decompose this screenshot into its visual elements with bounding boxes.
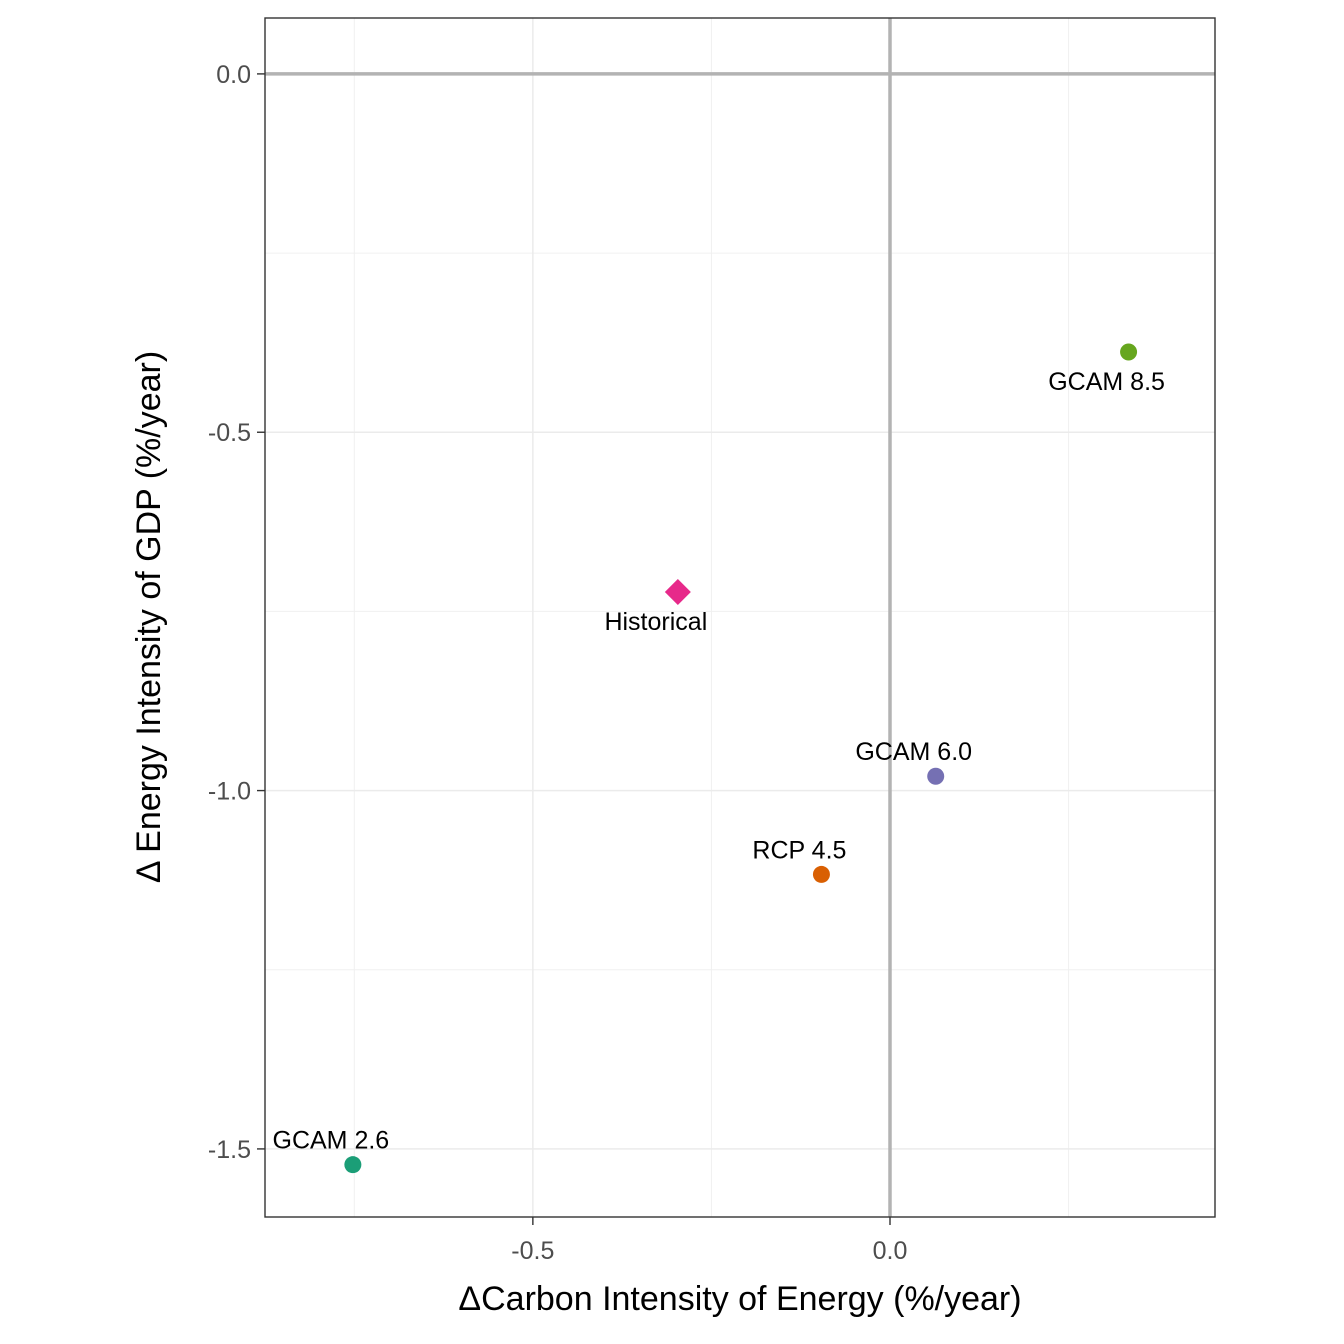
panel-border <box>264 17 1216 1218</box>
y-axis: 0.0 -0.5 -1.0 -1.5 <box>208 61 265 1164</box>
data-points <box>344 343 1138 1174</box>
data-point-label: GCAM 8.5 <box>1048 368 1165 396</box>
y-tick-label: -0.5 <box>208 419 251 447</box>
y-axis-title: Δ Energy Intensity of GDP (%/year) <box>130 351 168 883</box>
y-tick-label: -1.5 <box>208 1136 251 1164</box>
data-point-diamond <box>664 579 691 606</box>
data-point-label: GCAM 6.0 <box>855 738 972 766</box>
data-point <box>812 865 830 883</box>
x-tick-label: -0.5 <box>511 1237 554 1265</box>
y-tick-label: 0.0 <box>216 61 251 89</box>
point-labels: Historical GCAM 8.5 GCAM 6.0 RCP 4.5 GCAM 2.… <box>273 368 1165 1155</box>
data-point-label: RCP 4.5 <box>752 836 846 864</box>
data-point-label: Historical <box>604 608 707 636</box>
x-axis-title: ΔCarbon Intensity of Energy (%/year) <box>458 1280 1021 1318</box>
reference-lines <box>265 18 1215 1217</box>
panel-background <box>265 18 1215 1217</box>
data-point <box>927 767 945 785</box>
data-point <box>344 1156 362 1174</box>
minor-gridlines <box>265 18 1215 1217</box>
data-point-label: GCAM 2.6 <box>273 1127 390 1155</box>
x-tick-label: 0.0 <box>873 1237 908 1265</box>
data-point <box>1120 343 1138 361</box>
y-tick-label: -1.0 <box>208 778 251 806</box>
x-axis: -0.5 0.0 <box>511 1217 907 1265</box>
